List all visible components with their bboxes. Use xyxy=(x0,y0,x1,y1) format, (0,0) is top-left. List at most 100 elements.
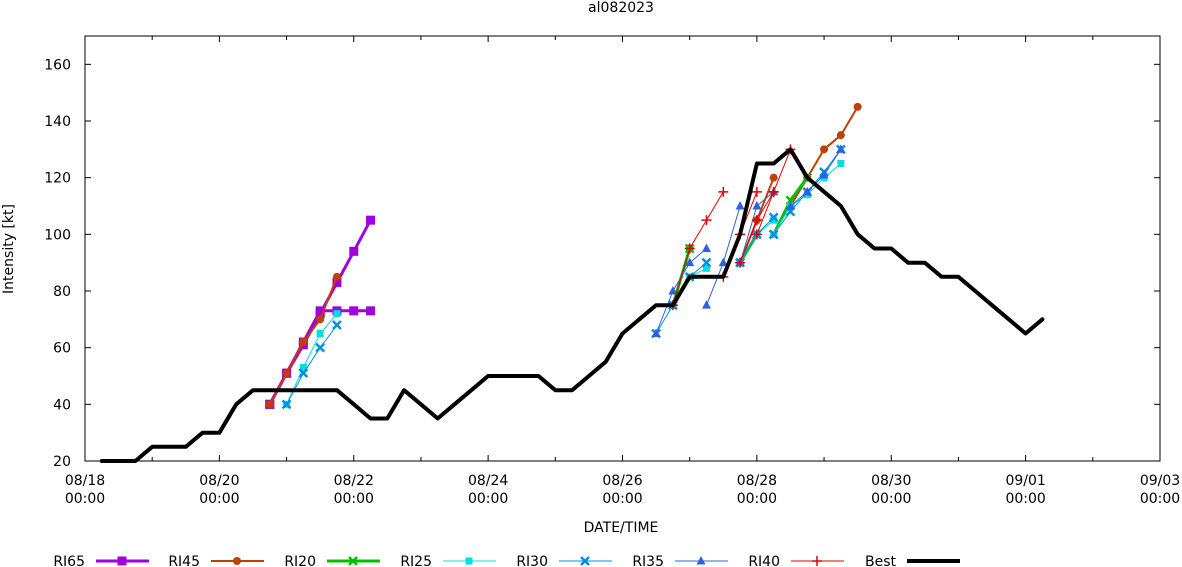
legend-item: RI40 xyxy=(748,554,844,567)
data-point xyxy=(701,300,711,309)
y-tick-label: 100 xyxy=(44,227,71,243)
series-layer xyxy=(99,102,1045,463)
legend-label: RI25 xyxy=(400,554,432,567)
x-tick-label-time: 00:00 xyxy=(737,491,777,507)
data-point xyxy=(735,201,745,210)
x-tick-label: 09/03 xyxy=(1140,473,1180,489)
data-point xyxy=(836,131,845,140)
legend-item: RI30 xyxy=(516,554,612,567)
data-point xyxy=(853,102,862,111)
series-ri20 xyxy=(668,172,813,311)
data-point xyxy=(332,320,342,330)
data-point xyxy=(349,246,359,256)
legend-item: RI35 xyxy=(632,554,728,567)
series-line xyxy=(672,191,724,306)
x-tick-label-time: 00:00 xyxy=(1140,491,1180,507)
data-point xyxy=(701,257,712,268)
data-point xyxy=(651,328,661,337)
chart-title: al082023 xyxy=(588,0,654,16)
data-point xyxy=(768,186,779,197)
data-point xyxy=(819,169,829,179)
axes: 20 40 60 80 100 120 140 160 08/18 00:00 08/20 00:00… xyxy=(44,36,1180,507)
data-point xyxy=(465,557,473,565)
data-point xyxy=(333,310,341,318)
data-point xyxy=(769,173,778,182)
x-tick-label: 08/26 xyxy=(602,473,642,489)
legend-label: RI30 xyxy=(516,554,548,567)
series-line xyxy=(286,324,338,405)
legend-item: Best xyxy=(865,554,960,567)
data-point xyxy=(315,306,325,316)
x-tick-label: 08/28 xyxy=(737,473,777,489)
data-point xyxy=(316,330,324,337)
data-point xyxy=(735,257,746,268)
data-point xyxy=(820,145,829,154)
data-point xyxy=(298,368,309,379)
legend-label: RI40 xyxy=(748,554,780,567)
data-point xyxy=(701,215,712,226)
data-point xyxy=(701,243,711,252)
y-axis-label: Intensity [kt] xyxy=(1,204,17,294)
data-point xyxy=(316,315,325,324)
data-point xyxy=(668,286,678,295)
data-point xyxy=(233,557,241,565)
legend-item: RI45 xyxy=(168,554,264,567)
series-line xyxy=(706,205,741,306)
x-tick-label-time: 00:00 xyxy=(199,491,239,507)
data-point xyxy=(837,160,845,167)
series-ri30 xyxy=(281,144,846,410)
legend-label: Best xyxy=(865,554,897,567)
x-tick-label-time: 00:00 xyxy=(871,491,911,507)
y-tick-label: 80 xyxy=(53,284,71,300)
legend-label: RI45 xyxy=(168,554,200,567)
legend-item: RI65 xyxy=(53,554,149,567)
data-point xyxy=(768,229,779,240)
legend: RI65 RI45 RI20 RI25 RI30 RI35 RI40 Best xyxy=(53,554,960,567)
series-best xyxy=(99,147,1045,463)
data-point xyxy=(580,556,590,566)
y-tick-label: 20 xyxy=(53,454,71,470)
data-point xyxy=(684,243,695,254)
legend-item: RI20 xyxy=(284,554,380,567)
data-point xyxy=(299,338,308,346)
data-point xyxy=(332,278,342,287)
data-point xyxy=(751,186,762,197)
x-tick-label-time: 00:00 xyxy=(602,491,642,507)
data-point xyxy=(366,306,376,316)
x-tick-label-time: 00:00 xyxy=(65,491,105,507)
data-point xyxy=(366,215,376,225)
data-point xyxy=(812,556,822,566)
y-tick-label: 160 xyxy=(44,57,71,73)
series-ri65 xyxy=(265,215,376,409)
data-point xyxy=(751,229,762,240)
x-axis-label: DATE/TIME xyxy=(584,520,659,536)
x-tick-label: 09/01 xyxy=(1005,473,1045,489)
data-point xyxy=(315,342,326,353)
series-ri25 xyxy=(283,160,845,408)
x-tick-label: 08/18 xyxy=(65,473,105,489)
data-point xyxy=(836,144,846,153)
series-line xyxy=(99,147,1045,463)
y-tick-label: 140 xyxy=(44,114,71,130)
data-point xyxy=(348,556,358,566)
data-point xyxy=(349,306,359,316)
data-point xyxy=(751,215,762,226)
data-point xyxy=(718,186,729,197)
data-point xyxy=(696,556,706,565)
x-tick-label: 08/20 xyxy=(199,473,239,489)
x-tick-label: 08/30 xyxy=(871,473,911,489)
data-point xyxy=(785,201,795,210)
x-tick-label: 08/24 xyxy=(468,473,508,489)
y-tick-label: 60 xyxy=(53,341,71,357)
data-point xyxy=(685,257,695,267)
data-point xyxy=(752,201,762,210)
data-point xyxy=(332,272,341,281)
data-point xyxy=(282,369,291,378)
legend-label: RI35 xyxy=(632,554,664,567)
data-point xyxy=(802,186,812,196)
data-point xyxy=(770,216,778,224)
x-tick-label: 08/22 xyxy=(334,473,374,489)
x-tick-label-time: 00:00 xyxy=(334,491,374,507)
series-line xyxy=(286,313,338,405)
